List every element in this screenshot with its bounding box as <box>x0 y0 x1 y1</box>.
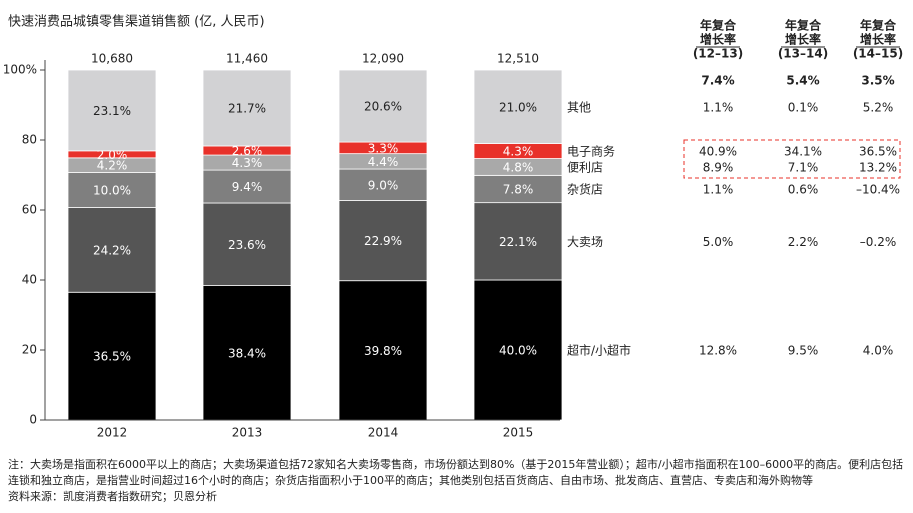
cagr-header: 增长率 <box>785 32 821 47</box>
segment-label: 2.0% <box>97 148 128 162</box>
segment-label: 22.9% <box>364 234 402 248</box>
y-tick-label: 0 <box>29 413 37 427</box>
segment-label: 38.4% <box>228 346 266 360</box>
segment-label: 21.7% <box>228 101 266 115</box>
segment-label: 20.6% <box>364 100 402 114</box>
source: 资料来源：凯度消费者指数研究；贝恩分析 <box>8 490 217 503</box>
segment-label: 4.3% <box>232 156 263 170</box>
bar-segment <box>338 280 428 421</box>
x-tick-label: 2015 <box>503 426 534 440</box>
segment-label: 9.0% <box>368 178 399 192</box>
segment-label: 23.1% <box>93 104 131 118</box>
bar-segment <box>473 279 563 421</box>
x-tick-label: 2014 <box>368 426 399 440</box>
segment-label: 7.8% <box>503 183 534 197</box>
bar-segment <box>202 169 292 204</box>
segment-label: 36.5% <box>93 350 131 364</box>
y-tick-label: 60 <box>22 203 37 217</box>
cagr-value: –10.4% <box>856 183 900 197</box>
segment-label: 4.3% <box>503 145 534 159</box>
segment-label: 3.3% <box>368 141 399 155</box>
segment-label: 4.2% <box>97 159 128 173</box>
cagr-value: 5.2% <box>863 100 894 114</box>
segment-label: 2.6% <box>232 144 263 158</box>
bar-segment <box>67 69 157 152</box>
total-label: 12,090 <box>362 52 404 66</box>
y-tick-label: 80 <box>22 133 37 147</box>
cagr-value: –0.2% <box>860 235 897 249</box>
footnote: 注：大卖场是指面积在6000平以上的商店；大卖场渠道包括72家知名大卖场零售商，… <box>8 457 908 505</box>
cagr-value: 2.2% <box>788 235 819 249</box>
legend-label: 便利店 <box>567 160 603 174</box>
cagr-total: 5.4% <box>786 74 819 88</box>
cagr-total: 7.4% <box>701 74 734 88</box>
cagr-header: 增长率 <box>860 32 896 47</box>
legend-label: 杂货店 <box>567 182 603 197</box>
cagr-value: 1.1% <box>703 100 734 114</box>
segment-label: 4.4% <box>368 155 399 169</box>
cagr-header: (13–14) <box>778 47 828 61</box>
bar-segment <box>338 69 428 143</box>
segment-label: 10.0% <box>93 184 131 198</box>
cagr-header: 年复合 <box>860 18 897 33</box>
cagr-value: 7.1% <box>788 160 819 174</box>
y-tick-label: 40 <box>22 273 37 287</box>
cagr-value: 0.6% <box>788 183 819 197</box>
total-label: 12,510 <box>497 52 539 66</box>
segment-label: 39.8% <box>364 344 402 358</box>
bar-segment <box>338 200 428 282</box>
cagr-total: 3.5% <box>861 74 894 88</box>
cagr-value: 34.1% <box>784 145 822 159</box>
cagr-header: 年复合 <box>700 18 737 33</box>
segment-label: 9.4% <box>232 180 263 194</box>
bar-segment <box>473 174 563 204</box>
x-tick-label: 2012 <box>97 426 128 440</box>
cagr-value: 13.2% <box>859 160 897 174</box>
cagr-header: 增长率 <box>700 32 736 47</box>
legend-label: 电子商务 <box>567 144 615 159</box>
bar-segment <box>202 202 292 286</box>
cagr-header: (14–15) <box>853 47 903 61</box>
note: 注：大卖场是指面积在6000平以上的商店；大卖场渠道包括72家知名大卖场零售商，… <box>8 458 904 487</box>
x-tick-label: 2013 <box>232 426 263 440</box>
y-tick-label: 100% <box>3 63 37 77</box>
cagr-header: (12–13) <box>693 47 743 61</box>
segment-label: 4.8% <box>503 160 534 174</box>
segment-label: 24.2% <box>93 243 131 257</box>
cagr-value: 8.9% <box>703 160 734 174</box>
cagr-value: 5.0% <box>703 235 734 249</box>
legend-label: 其他 <box>567 100 591 114</box>
total-label: 10,680 <box>91 52 133 66</box>
cagr-header: 年复合 <box>785 18 822 33</box>
cagr-value: 40.9% <box>699 145 737 159</box>
bar-segment <box>338 168 428 201</box>
highlight-box <box>683 139 901 179</box>
bar-segment <box>202 69 292 147</box>
segment-label: 22.1% <box>499 235 537 249</box>
cagr-value: 9.5% <box>788 344 819 358</box>
legend-label: 大卖场 <box>567 235 603 249</box>
legend-label: 超市/小超市 <box>567 343 631 358</box>
cagr-value: 36.5% <box>859 145 897 159</box>
segment-label: 21.0% <box>499 100 537 114</box>
bar-segment <box>67 291 157 421</box>
bar-segment <box>67 207 157 293</box>
bar-segment <box>473 202 563 281</box>
segment-label: 40.0% <box>499 344 537 358</box>
cagr-value: 4.0% <box>863 344 894 358</box>
chart-title: 快速消费品城镇零售渠道销售额 (亿, 人民币) <box>8 14 265 30</box>
y-tick-label: 20 <box>22 343 37 357</box>
cagr-value: 12.8% <box>699 344 737 358</box>
cagr-value: 0.1% <box>788 100 819 114</box>
bar-segment <box>473 69 563 144</box>
bar-segment <box>202 285 292 421</box>
cagr-value: 1.1% <box>703 183 734 197</box>
segment-label: 23.6% <box>228 238 266 252</box>
total-label: 11,460 <box>226 52 268 66</box>
chart: 快速消费品城镇零售渠道销售额 (亿, 人民币) 0 20 40 60 80 100% 36.… <box>3 14 904 440</box>
